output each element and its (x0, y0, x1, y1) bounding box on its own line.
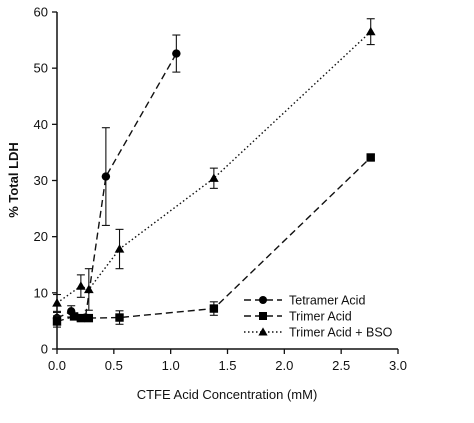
y-axis-ticks: 0 10 20 30 40 50 60 (34, 5, 57, 357)
data-point (76, 281, 86, 290)
y-tick-label: 30 (34, 173, 48, 188)
data-point (84, 313, 94, 323)
y-tick-label: 20 (34, 229, 48, 244)
data-point (209, 173, 219, 182)
y-tick-label: 0 (41, 342, 48, 357)
x-axis-ticks: 0.0 0.5 1.0 1.5 2.0 2.5 3.0 (48, 349, 407, 373)
x-tick-label: 3.0 (389, 358, 407, 373)
series-layer (52, 18, 376, 328)
data-point (114, 244, 125, 253)
legend-marker (259, 312, 267, 320)
data-point (101, 172, 111, 181)
data-point (83, 284, 94, 294)
y-tick-label: 10 (34, 285, 48, 300)
x-tick-label: 1.5 (218, 358, 236, 373)
series-triangle (52, 18, 376, 312)
legend-label: Tetramer Acid (289, 294, 365, 308)
x-tick-label: 0.0 (48, 358, 66, 373)
legend: Tetramer Acid Trimer Acid Trimer Acid + BS… (244, 294, 393, 340)
y-axis-label: % Total LDH (6, 142, 21, 218)
data-point (52, 298, 62, 307)
x-tick-label: 0.5 (105, 358, 123, 373)
x-tick-label: 2.5 (332, 358, 350, 373)
series-line (56, 31, 372, 304)
data-point (115, 313, 124, 322)
data-point (69, 312, 79, 321)
x-axis-label: CTFE Acid Concentration (mM) (137, 387, 318, 402)
series-square (52, 153, 375, 328)
data-point (76, 313, 86, 323)
x-tick-label: 1.0 (162, 358, 180, 373)
data-point (365, 26, 376, 36)
y-tick-label: 40 (34, 117, 48, 132)
legend-label: Trimer Acid + BSO (289, 326, 393, 340)
series-circle (52, 34, 181, 325)
y-tick-label: 60 (34, 5, 48, 20)
x-tick-label: 2.0 (275, 358, 293, 373)
data-point (209, 304, 219, 313)
data-point (366, 153, 375, 162)
legend-marker (259, 296, 267, 304)
data-point (52, 317, 62, 326)
data-point (172, 49, 181, 58)
legend-label: Trimer Acid (289, 310, 352, 324)
legend-marker (258, 327, 268, 336)
y-tick-label: 50 (34, 61, 48, 76)
series-line (56, 53, 177, 319)
